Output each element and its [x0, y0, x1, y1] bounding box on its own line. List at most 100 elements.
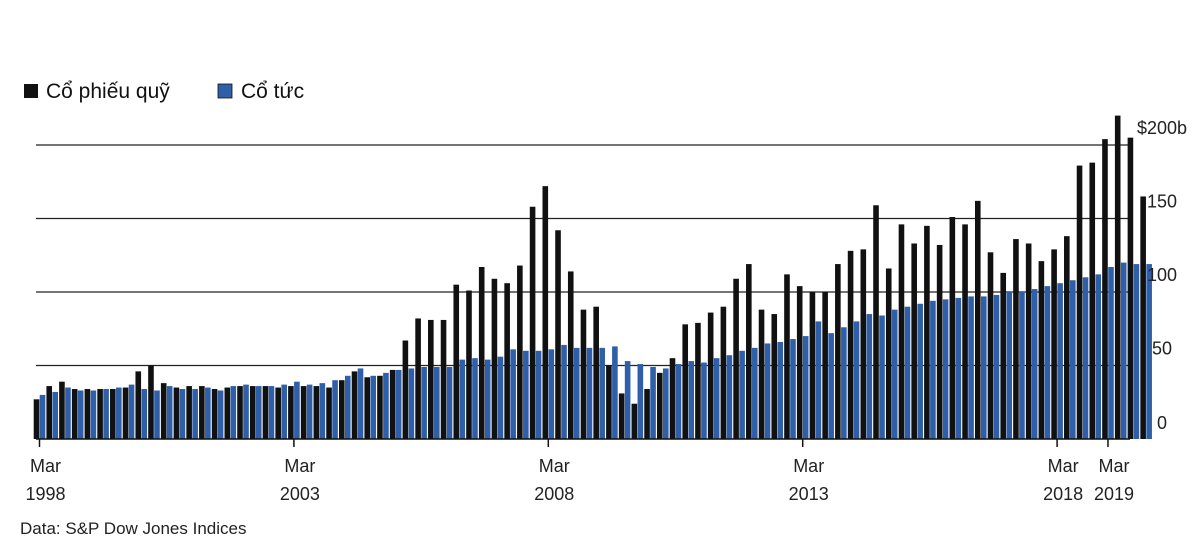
bar-buybacks	[911, 243, 917, 439]
bar-dividends	[688, 361, 695, 439]
bar-dividends	[650, 366, 656, 439]
bar-buybacks	[758, 309, 765, 439]
bar-dividends	[1108, 267, 1114, 439]
bar-dividends	[230, 386, 237, 439]
bar-buybacks	[974, 200, 981, 439]
bar-buybacks	[135, 371, 142, 439]
bar-buybacks	[656, 372, 663, 439]
bar-buybacks	[224, 387, 231, 439]
bar-buybacks	[211, 389, 218, 439]
bar-dividends	[904, 306, 911, 439]
legend-label-buybacks: Cổ phiếu quỹ	[46, 80, 170, 103]
bar-buybacks	[1076, 165, 1083, 439]
bar-dividends	[777, 341, 784, 439]
bar-dividends	[790, 339, 796, 439]
bar-buybacks	[936, 244, 943, 439]
bar-dividends	[955, 297, 962, 439]
bar-buybacks	[720, 306, 727, 439]
bar-buybacks	[1089, 162, 1096, 439]
bar-dividends	[370, 375, 377, 439]
bar-dividends	[281, 384, 287, 439]
bar-buybacks	[873, 205, 879, 439]
bar-dividends	[510, 349, 516, 439]
bar-buybacks	[46, 386, 53, 439]
x-tick-label-year: 2008	[534, 484, 574, 504]
bar-dividends	[1057, 283, 1063, 439]
bar-buybacks	[593, 306, 599, 439]
bar-buybacks	[1140, 196, 1146, 439]
bar-buybacks	[351, 371, 358, 439]
bar-dividends	[1006, 292, 1013, 439]
bar-dividends	[52, 391, 59, 439]
y-tick-label: $200b	[1137, 118, 1187, 138]
bar-buybacks	[453, 284, 460, 439]
bar-buybacks	[389, 369, 396, 439]
bar-buybacks	[542, 186, 549, 439]
bar-dividends	[573, 347, 580, 439]
bar-dividends	[1019, 292, 1025, 439]
bar-buybacks	[122, 387, 129, 439]
legend-swatch-dividends	[217, 83, 233, 99]
bar-dividends	[1082, 277, 1089, 439]
bar-dividends	[815, 321, 822, 439]
bar-buybacks	[962, 224, 968, 439]
bar-dividends	[205, 387, 211, 439]
bar-dividends	[166, 386, 173, 439]
bar-buybacks	[504, 283, 510, 439]
bar-buybacks	[746, 264, 752, 439]
bar-buybacks	[478, 267, 485, 439]
bar-buybacks	[1102, 139, 1108, 439]
bar-dividends	[764, 343, 771, 439]
bar-buybacks	[402, 340, 409, 439]
bar-buybacks	[59, 381, 65, 439]
bar-buybacks	[618, 393, 625, 439]
bar-dividends	[192, 389, 198, 439]
bar-buybacks	[606, 365, 612, 439]
x-tick-label-month: Mar	[284, 456, 315, 476]
bar-buybacks	[809, 292, 816, 439]
bar-dividends	[383, 372, 389, 439]
bar-dividends	[472, 358, 478, 439]
bar-buybacks	[682, 324, 689, 439]
x-tick-label-month: Mar	[30, 456, 61, 476]
bar-dividends	[968, 296, 974, 439]
bar-dividends	[739, 350, 745, 439]
bar-buybacks	[847, 250, 854, 439]
bar-dividends	[357, 368, 364, 439]
bar-buybacks	[529, 206, 536, 439]
bar-buybacks	[415, 318, 421, 439]
x-tick-label-year: 2019	[1094, 484, 1134, 504]
bar-dividends	[701, 362, 707, 439]
x-tick-label-year: 2018	[1043, 484, 1083, 504]
bar-dividends	[726, 355, 733, 439]
bar-buybacks	[491, 278, 498, 439]
bar-dividends	[662, 368, 669, 439]
bar-buybacks	[567, 271, 574, 439]
bar-dividends	[752, 347, 758, 439]
bar-buybacks	[237, 386, 243, 439]
bar-dividends	[484, 359, 491, 439]
legend-swatch-buybacks	[24, 84, 38, 98]
bar-buybacks	[288, 386, 294, 439]
bar-dividends	[319, 383, 326, 439]
bar-dividends	[841, 327, 847, 439]
bar-dividends	[103, 389, 109, 439]
bar-dividends	[446, 366, 453, 439]
bar-buybacks	[428, 319, 434, 439]
bar-buybacks	[84, 389, 91, 439]
bar-buybacks	[148, 365, 154, 439]
x-tick-label-year: 2003	[280, 484, 320, 504]
bar-buybacks	[262, 386, 269, 439]
bar-buybacks	[631, 403, 638, 439]
bar-dividends	[421, 366, 427, 439]
bar-buybacks	[199, 386, 205, 439]
bar-dividends	[294, 381, 300, 439]
source-note: Data: S&P Dow Jones Indices	[20, 519, 246, 538]
bar-buybacks	[885, 268, 892, 439]
bar-dividends	[624, 361, 631, 439]
bar-dividends	[853, 321, 860, 439]
y-tick-label: 150	[1147, 192, 1177, 212]
bar-buybacks	[1000, 272, 1007, 439]
bar-buybacks	[364, 377, 371, 439]
legend-label-dividends: Cổ tức	[241, 80, 304, 103]
